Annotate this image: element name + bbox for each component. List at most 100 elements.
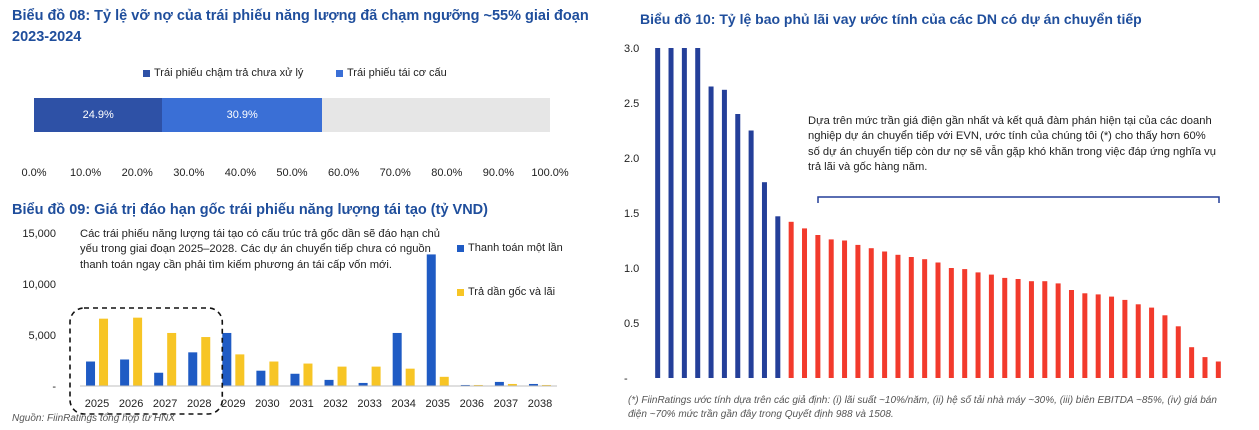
coverage-bar <box>1215 361 1221 378</box>
coverage-bar <box>775 216 781 378</box>
bar-amortizing <box>337 366 347 386</box>
coverage-bar <box>922 259 928 378</box>
legend-swatch <box>457 244 464 252</box>
bar-amortizing <box>235 354 245 386</box>
legend-swatch <box>143 69 150 77</box>
coverage-bar <box>988 274 994 378</box>
coverage-bar <box>1028 281 1034 378</box>
bar-amortizing <box>99 318 109 386</box>
chart09-annotation: Các trái phiếu năng lượng tái tạo có cấu… <box>80 228 440 271</box>
coverage-bar <box>948 268 954 378</box>
coverage-bar <box>935 262 941 378</box>
legend-label: Thanh toán một lần <box>468 242 563 254</box>
x-tick-label: 2036 <box>460 398 484 410</box>
legend-swatch <box>457 288 464 296</box>
x-tick-label: 90.0% <box>482 167 514 179</box>
chart09-plot: - 5,000 10,000 15,000 2025 2026 2027 2028 2029 20… <box>22 228 557 415</box>
chart08-stacked-bar: 24.9% 30.9% <box>34 98 550 132</box>
coverage-bar <box>868 248 874 378</box>
coverage-bar <box>1068 290 1074 378</box>
bar-lump-sum <box>188 352 198 386</box>
bar-lump-sum <box>392 332 402 386</box>
coverage-bar <box>855 244 861 378</box>
coverage-bar <box>1135 304 1141 378</box>
bar-lump-sum <box>222 332 232 386</box>
bar-lump-sum <box>86 361 96 386</box>
x-tick-label: 70.0% <box>379 167 411 179</box>
highlight-box <box>69 307 224 415</box>
chart10-bars <box>655 48 1221 379</box>
bar-lump-sum <box>120 359 130 386</box>
x-tick-label: 2035 <box>426 398 450 410</box>
bar-amortizing <box>507 383 517 386</box>
legend-label: Trái phiếu tái cơ cấu <box>347 67 447 79</box>
y-tick-label: 0.5 <box>624 318 639 330</box>
chart09-legend-item-2: Trả dần gốc và lãi <box>457 286 555 298</box>
coverage-bar <box>842 240 848 378</box>
coverage-bar <box>802 228 808 378</box>
bar-lump-sum <box>494 381 504 386</box>
bar-lump-sum <box>460 384 470 386</box>
chart08-title: Biểu đồ 08: Tỷ lệ vỡ nợ của trái phiếu n… <box>12 8 589 45</box>
bar-amortizing <box>201 337 211 386</box>
stacked-bar-segment-restructured: 30.9% <box>162 98 322 132</box>
y-tick-label: 5,000 <box>28 330 56 342</box>
x-tick-label: 2037 <box>494 398 518 410</box>
coverage-bar <box>975 272 981 378</box>
bar-amortizing <box>541 384 551 386</box>
x-tick-label: 2028 <box>187 398 211 410</box>
bar-lump-sum <box>154 372 164 386</box>
coverage-bar <box>681 48 687 378</box>
coverage-bar <box>1002 277 1008 378</box>
x-tick-label: 100.0% <box>531 167 569 179</box>
chart10-footnote: (*) FiinRatings ước tính dựa trên các gi… <box>628 395 1217 420</box>
bar-lump-sum <box>426 254 436 386</box>
coverage-bar <box>708 86 714 378</box>
x-tick-label: 2029 <box>221 398 245 410</box>
x-tick-label: 60.0% <box>327 167 360 179</box>
x-tick-label: 80.0% <box>431 167 463 179</box>
x-tick-label: 40.0% <box>224 167 256 179</box>
coverage-bar <box>828 239 834 378</box>
coverage-bar <box>1162 315 1168 378</box>
legend-label: Trả dần gốc và lãi <box>468 286 556 298</box>
chart08-legend-item-2: Trái phiếu tái cơ cấu <box>336 67 447 79</box>
coverage-bar <box>815 235 821 378</box>
x-tick-label: 0.0% <box>21 167 47 179</box>
coverage-bar <box>908 257 914 378</box>
stacked-bar-segment-overdue: 24.9% <box>34 98 163 132</box>
bar-amortizing <box>405 368 415 386</box>
y-tick-label: 15,000 <box>22 228 56 240</box>
coverage-bar <box>962 269 968 378</box>
x-tick-label: 2026 <box>119 398 143 410</box>
coverage-bar <box>748 130 754 378</box>
y-tick-label: - <box>624 373 628 385</box>
coverage-bar <box>1095 294 1101 378</box>
x-tick-label: 2033 <box>357 398 381 410</box>
chart08-legend-item-1: Trái phiếu chậm trả chưa xử lý <box>143 67 303 79</box>
y-tick-label: 3.0 <box>624 43 639 55</box>
coverage-bar <box>1149 307 1155 378</box>
coverage-bar <box>1175 326 1181 378</box>
bar-amortizing <box>439 376 449 386</box>
coverage-bar <box>1055 283 1061 378</box>
coverage-bar <box>761 182 767 378</box>
y-tick-label: 2.0 <box>624 153 639 165</box>
x-tick-label: 2031 <box>289 398 313 410</box>
x-tick-label: 2034 <box>391 398 415 410</box>
chart10-bracket <box>817 196 1220 203</box>
bar-lump-sum <box>290 373 300 386</box>
bar-lump-sum <box>256 370 266 386</box>
coverage-bar <box>1042 281 1048 378</box>
data-label: 30.9% <box>226 109 258 121</box>
bar-amortizing <box>303 363 313 386</box>
coverage-bar <box>788 221 794 378</box>
x-tick-label: 2025 <box>85 398 109 410</box>
y-tick-label: 2.5 <box>624 98 639 110</box>
x-tick-label: 2038 <box>528 398 552 410</box>
coverage-bar <box>1122 299 1128 378</box>
bar-lump-sum <box>358 382 368 386</box>
chart09-title: Biểu đồ 09: Giá trị đáo hạn gốc trái phi… <box>12 202 488 218</box>
bar-amortizing <box>269 361 279 386</box>
coverage-bar <box>1015 279 1021 378</box>
